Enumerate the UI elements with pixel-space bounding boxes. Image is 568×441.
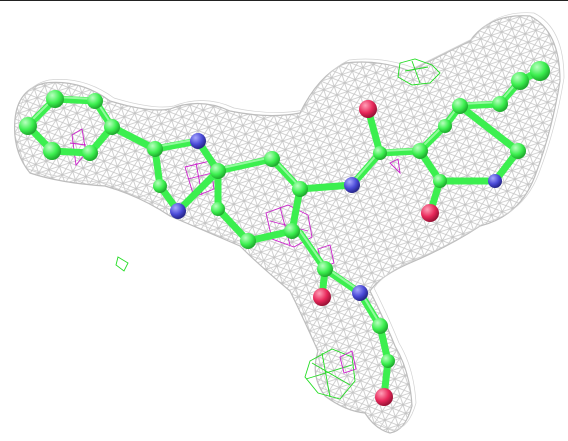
carbon-atoms (19, 61, 550, 368)
oxygen-atoms (313, 100, 439, 406)
nitrogen-atoms (170, 133, 502, 301)
electron-density-mesh (13, 12, 565, 434)
